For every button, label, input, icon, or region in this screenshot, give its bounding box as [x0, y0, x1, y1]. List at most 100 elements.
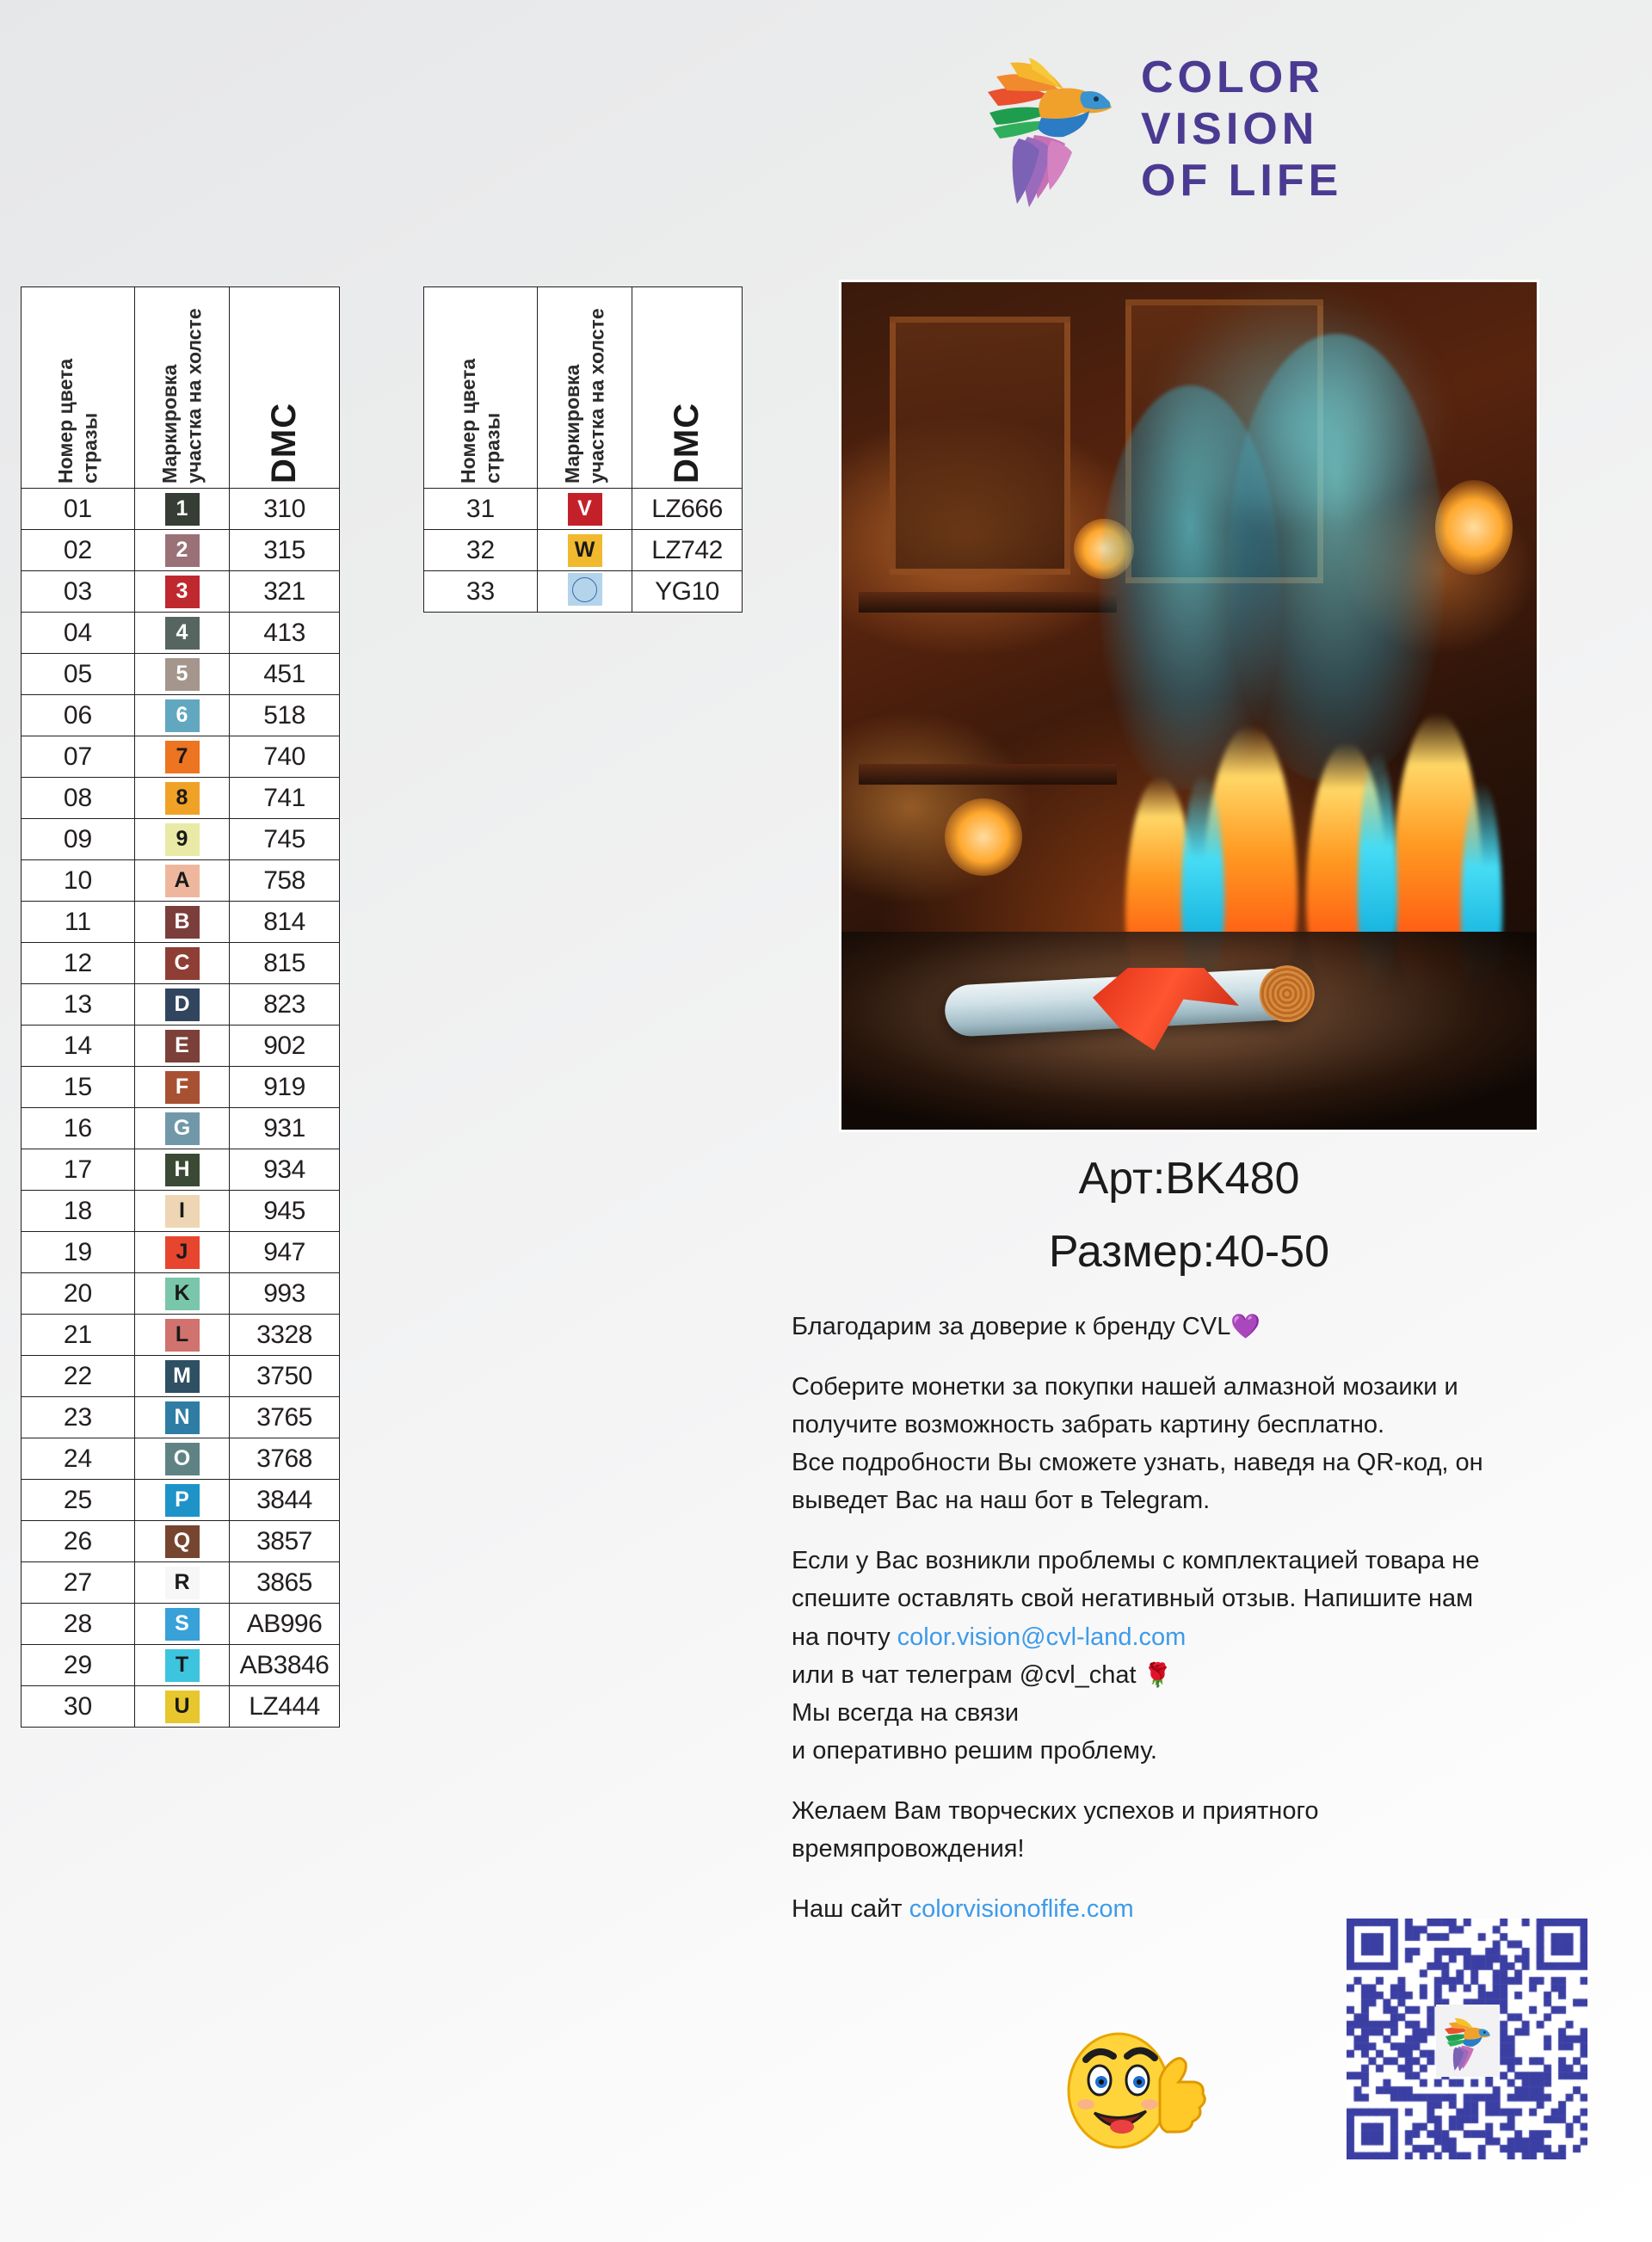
- header-dmc: DMC: [229, 286, 340, 489]
- artwork-candle-glow: [1435, 480, 1513, 575]
- table-row: 25 P 3844: [21, 1479, 340, 1521]
- cell-color-number: 18: [21, 1190, 135, 1232]
- cell-dmc: 3857: [229, 1520, 340, 1562]
- cell-color-number: 27: [21, 1561, 135, 1604]
- cell-marking: L: [134, 1314, 230, 1356]
- marking-swatch: E: [164, 1029, 200, 1062]
- table-row: 23 N 3765: [21, 1396, 340, 1438]
- cell-dmc: 3768: [229, 1438, 340, 1480]
- cell-dmc: LZ444: [229, 1685, 340, 1728]
- marking-swatch: J: [164, 1235, 200, 1269]
- rainbow-bird-icon: [988, 58, 1112, 207]
- support-email-link[interactable]: color.vision@cvl-land.com: [897, 1623, 1187, 1651]
- header-dmc-label: DMC: [265, 402, 303, 484]
- marking-swatch: I: [164, 1194, 200, 1228]
- marking-swatch: V: [567, 492, 602, 526]
- cell-color-number: 30: [21, 1685, 135, 1728]
- cell-dmc: 931: [229, 1107, 340, 1149]
- support-line-1: Если у Вас возникли проблемы с комплекта…: [792, 1547, 1480, 1575]
- cell-color-number: 05: [21, 653, 135, 695]
- table-row: 28 S AB996: [21, 1603, 340, 1645]
- table-row: 02 2 315: [21, 529, 340, 571]
- coins-line-3: Все подробности Вы сможете узнать, навед…: [792, 1449, 1483, 1477]
- cell-color-number: 31: [423, 488, 538, 530]
- table-row: 30 U LZ444: [21, 1685, 340, 1728]
- cell-dmc: 745: [229, 818, 340, 860]
- cell-marking: 8: [134, 777, 230, 819]
- marking-swatch: L: [164, 1318, 200, 1352]
- cell-dmc: 3765: [229, 1396, 340, 1438]
- cell-dmc: 823: [229, 983, 340, 1026]
- table-row: 29 T AB3846: [21, 1644, 340, 1686]
- marking-swatch: 7: [164, 740, 200, 773]
- cell-color-number: 26: [21, 1520, 135, 1562]
- cell-color-number: 03: [21, 570, 135, 613]
- cell-dmc: 740: [229, 736, 340, 778]
- marking-swatch: N: [164, 1401, 200, 1434]
- artwork-shelf: [859, 592, 1117, 613]
- marking-swatch: K: [164, 1277, 200, 1310]
- cell-marking: P: [134, 1479, 230, 1521]
- cell-dmc: 3844: [229, 1479, 340, 1521]
- cell-color-number: 19: [21, 1231, 135, 1273]
- header-dmc-label: DMC: [668, 402, 706, 484]
- table-row: 32 W LZ742: [423, 529, 743, 571]
- table-row: 27 R 3865: [21, 1561, 340, 1604]
- table-row: 04 4 413: [21, 612, 340, 654]
- cell-color-number: 08: [21, 777, 135, 819]
- table-row: 05 5 451: [21, 653, 340, 695]
- table-row: 18 I 945: [21, 1190, 340, 1232]
- cell-color-number: 01: [21, 488, 135, 530]
- marking-swatch: 1: [164, 492, 200, 526]
- table-row: 12 C 815: [21, 942, 340, 984]
- cell-dmc: 815: [229, 942, 340, 984]
- product-size: Размер:40-50: [1048, 1227, 1330, 1277]
- header-marking-label: Маркировка участка на холсте: [157, 308, 206, 484]
- cell-marking: O: [134, 1438, 230, 1480]
- site-link[interactable]: colorvisionoflife.com: [909, 1895, 1134, 1924]
- cell-color-number: 09: [21, 818, 135, 860]
- cell-marking: R: [134, 1561, 230, 1604]
- marking-swatch: A: [164, 864, 200, 897]
- artwork-shelf: [859, 764, 1117, 785]
- marking-swatch: 5: [164, 657, 200, 691]
- cell-marking: E: [134, 1025, 230, 1067]
- cell-marking: F: [134, 1066, 230, 1108]
- cell-dmc: AB996: [229, 1603, 340, 1645]
- cell-marking: 4: [134, 612, 230, 654]
- heart-icon: 💜: [1230, 1313, 1261, 1340]
- cell-color-number: 11: [21, 901, 135, 943]
- table-row: 01 1 310: [21, 488, 340, 530]
- marking-swatch: 3: [164, 575, 200, 608]
- cell-marking: Q: [134, 1520, 230, 1562]
- artwork-candle-glow: [945, 798, 1022, 876]
- table-row: 16 G 931: [21, 1107, 340, 1149]
- table-row: 33 YG10: [423, 570, 743, 613]
- cell-marking: H: [134, 1149, 230, 1191]
- rainbow-bird-icon-small: [1444, 2017, 1491, 2071]
- logo-line-3: OF LIFE: [1141, 156, 1343, 206]
- marking-swatch: 9: [164, 822, 200, 856]
- support-telegram-handle[interactable]: @cvl_chat: [1019, 1660, 1137, 1689]
- marking-swatch: 4: [164, 616, 200, 650]
- table-row: 11 B 814: [21, 901, 340, 943]
- cell-color-number: 17: [21, 1149, 135, 1191]
- marking-swatch: P: [164, 1483, 200, 1517]
- cell-color-number: 32: [423, 529, 538, 571]
- color-legend-table-extra: Номер цвета стразы Маркировка участка на…: [423, 286, 743, 613]
- marking-swatch: S: [164, 1607, 200, 1641]
- cell-dmc: 413: [229, 612, 340, 654]
- qr-code-icon[interactable]: [1347, 1919, 1587, 2159]
- coins-line-4: выведет Вас на наш бот в Telegram.: [792, 1487, 1211, 1515]
- support-telegram-prefix: или в чат телеграм: [792, 1660, 1020, 1689]
- header-dmc: DMC: [632, 286, 743, 489]
- marking-swatch: O: [164, 1442, 200, 1475]
- cell-marking: 3: [134, 570, 230, 613]
- brand-wordmark: COLOR VISION OF LIFE: [1141, 52, 1342, 206]
- cell-dmc: 947: [229, 1231, 340, 1273]
- cell-marking: D: [134, 983, 230, 1026]
- table-row: 08 8 741: [21, 777, 340, 819]
- cell-dmc: 741: [229, 777, 340, 819]
- cell-color-number: 13: [21, 983, 135, 1026]
- cell-dmc: 758: [229, 859, 340, 902]
